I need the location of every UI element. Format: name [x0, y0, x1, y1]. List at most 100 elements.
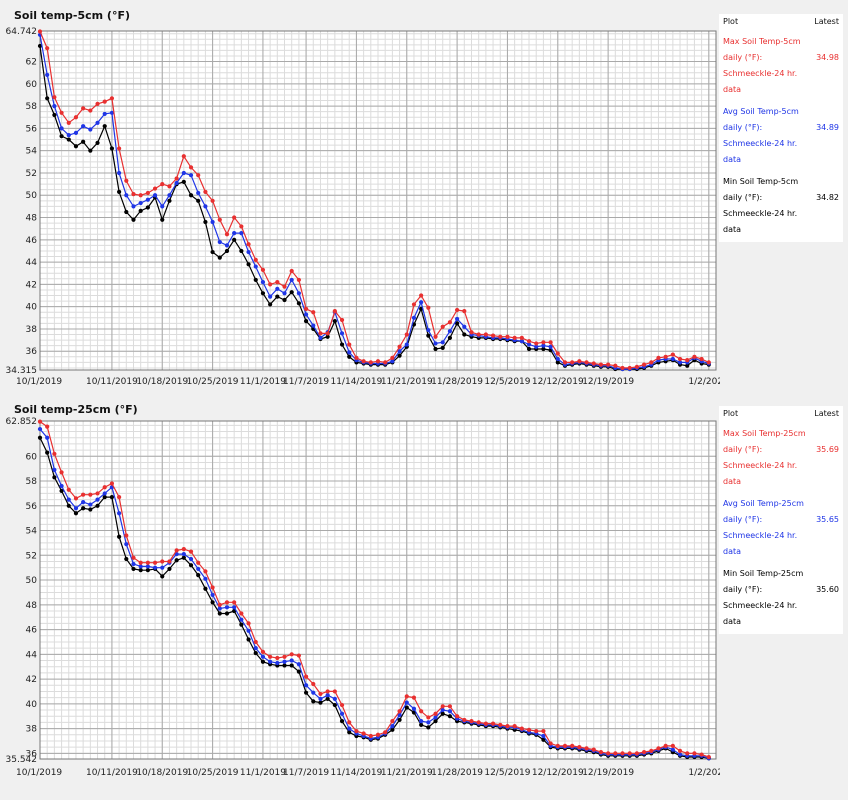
data-point-max — [102, 485, 107, 490]
data-point-max — [37, 29, 43, 34]
data-point-max — [109, 96, 115, 101]
data-point-max — [483, 332, 488, 337]
legend-series-name: Max Soil Temp-5cm daily (°F): Schmeeckle… — [723, 37, 801, 94]
data-point-min — [95, 503, 100, 508]
data-point-min — [555, 360, 560, 365]
legend-header: Plot Latest — [719, 406, 843, 424]
data-point-max — [440, 704, 445, 709]
data-point-min — [246, 637, 251, 642]
data-point-avg — [210, 592, 215, 598]
data-point-max — [210, 198, 215, 203]
legend-series-name: Min Soil Temp-5cm daily (°F): Schmeeckle… — [723, 177, 799, 234]
data-point-min — [541, 346, 546, 352]
data-point-avg — [59, 483, 64, 489]
data-point-min — [203, 219, 208, 225]
legend-item-max[interactable]: Max Soil Temp-25cm daily (°F): Schmeeckl… — [719, 424, 843, 494]
data-point-max — [145, 190, 150, 196]
data-point-max — [45, 46, 50, 51]
data-point-min — [289, 290, 294, 295]
y-tick-label: 60 — [26, 452, 38, 462]
data-point-min — [339, 342, 345, 347]
data-point-avg — [167, 193, 172, 198]
data-point-max — [440, 324, 445, 329]
data-point-max — [73, 496, 79, 501]
data-point-max — [606, 751, 611, 756]
data-point-min — [196, 198, 201, 203]
data-point-max — [677, 356, 683, 362]
data-point-max — [390, 355, 395, 361]
data-point-avg — [670, 747, 675, 752]
data-point-max — [174, 548, 179, 553]
data-point-max — [447, 320, 453, 325]
data-point-min — [260, 659, 266, 664]
plot-area-5cm[interactable]: 64.742 62 60 58 56 54 52 50 48 46 44 42 40 38 36 34.315… — [0, 0, 721, 400]
data-point-max — [311, 310, 316, 315]
data-point-min — [289, 663, 294, 668]
data-point-avg — [339, 331, 345, 336]
data-point-max — [519, 335, 524, 340]
data-point-avg — [253, 264, 258, 269]
data-point-min — [52, 112, 57, 118]
data-point-min — [160, 217, 165, 222]
data-point-avg — [73, 130, 79, 135]
data-point-avg — [677, 752, 683, 757]
data-point-avg — [455, 316, 460, 322]
y-tick-label: 58 — [26, 477, 38, 487]
data-point-max — [282, 284, 287, 289]
y-tick-label: 46 — [26, 626, 38, 636]
data-point-max — [613, 363, 618, 368]
data-point-max — [455, 714, 460, 719]
data-point-max — [390, 719, 395, 724]
data-point-avg — [117, 170, 122, 176]
data-point-max — [117, 146, 122, 151]
data-point-max — [332, 309, 337, 314]
data-point-avg — [224, 605, 230, 610]
data-point-avg — [210, 219, 215, 225]
data-point-max — [203, 189, 208, 195]
data-point-min — [440, 711, 445, 716]
data-point-avg — [282, 659, 287, 664]
data-point-min — [318, 700, 323, 705]
data-point-avg — [217, 606, 222, 611]
data-point-max — [239, 611, 244, 616]
data-point-avg — [246, 249, 251, 255]
data-point-max — [239, 224, 244, 229]
data-point-max — [66, 120, 71, 125]
data-point-min — [332, 702, 337, 708]
legend-item-min[interactable]: Min Soil Temp-25cm daily (°F): Schmeeckl… — [719, 564, 843, 634]
data-point-max — [160, 559, 165, 564]
data-point-avg — [404, 342, 409, 347]
data-point-avg — [181, 170, 186, 176]
data-point-min — [131, 566, 136, 572]
legend-item-max[interactable]: Max Soil Temp-5cm daily (°F): Schmeeckle… — [719, 32, 843, 102]
y-tick-label: 38 — [26, 325, 38, 335]
data-point-max — [490, 721, 496, 726]
data-point-min — [303, 690, 309, 695]
data-point-max — [268, 654, 273, 659]
data-point-max — [368, 733, 373, 739]
y-tick-label: 46 — [26, 236, 38, 246]
data-point-max — [627, 365, 632, 371]
legend-25cm: Plot Latest Max Soil Temp-25cm daily (°F… — [719, 406, 843, 634]
legend-item-min[interactable]: Min Soil Temp-5cm daily (°F): Schmeeckle… — [719, 172, 843, 242]
data-point-avg — [152, 565, 158, 570]
y-tick-label: 62.852 — [6, 417, 38, 427]
data-point-min — [138, 208, 143, 213]
legend-item-avg[interactable]: Avg Soil Temp-5cm daily (°F): Schmeeckle… — [719, 102, 843, 172]
data-point-min — [232, 237, 237, 242]
data-point-max — [325, 689, 330, 694]
data-point-max — [706, 360, 711, 365]
data-point-min — [347, 354, 352, 359]
data-point-max — [641, 749, 647, 755]
data-point-max — [519, 726, 524, 731]
x-tick-label: 12/19/2019 — [582, 377, 634, 387]
data-point-min — [447, 714, 453, 719]
data-point-avg — [232, 231, 237, 236]
legend-item-avg[interactable]: Avg Soil Temp-25cm daily (°F): Schmeeckl… — [719, 494, 843, 564]
data-point-min — [188, 563, 194, 568]
data-point-max — [95, 491, 100, 496]
data-point-avg — [519, 339, 524, 344]
y-tick-label: 40 — [26, 303, 38, 313]
data-point-min — [253, 650, 258, 656]
